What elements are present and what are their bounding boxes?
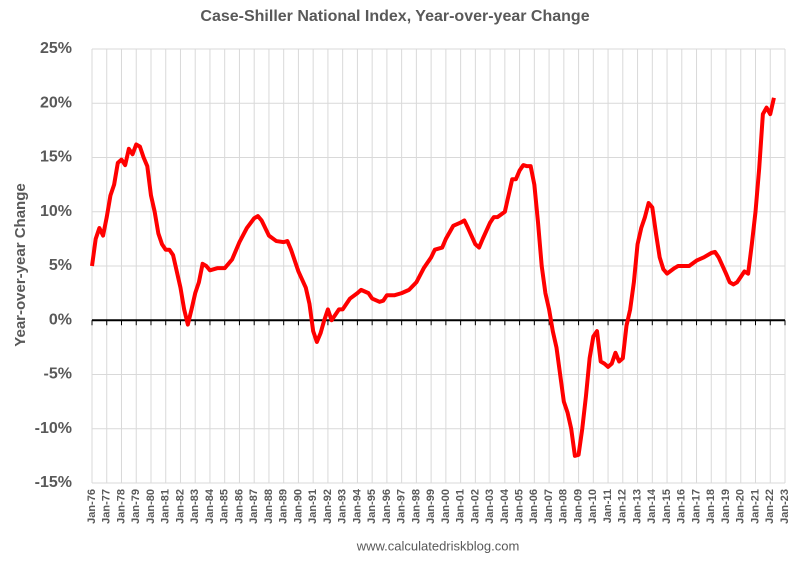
x-tick-label: Jan-18 [705,489,717,524]
x-tick-label: Jan-07 [543,489,555,524]
x-tick-label: Jan-23 [779,489,791,524]
x-tick-label: Jan-09 [572,489,584,524]
x-tick-label: Jan-79 [130,489,142,524]
y-tick-label: 25% [40,40,72,57]
x-tick-label: Jan-10 [587,489,599,524]
x-tick-label: Jan-14 [646,488,658,524]
y-tick-label: 0% [49,311,72,328]
x-tick-label: Jan-15 [661,489,673,524]
x-tick-label: Jan-88 [263,489,275,524]
x-tick-label: Jan-11 [602,489,614,523]
x-tick-label: Jan-85 [219,489,231,524]
y-tick-label: 15% [40,149,72,166]
x-tick-label: Jan-08 [558,489,570,524]
chart-title: Case-Shiller National Index, Year-over-y… [200,8,589,25]
x-tick-label: Jan-83 [189,489,201,524]
x-tick-label: Jan-87 [248,489,260,524]
y-tick-label: -10% [35,420,72,437]
x-tick-label: Jan-91 [307,489,319,524]
x-tick-label: Jan-95 [366,489,378,524]
x-tick-label: Jan-20 [735,489,747,524]
x-tick-label: Jan-01 [455,489,467,524]
x-tick-label: Jan-98 [410,489,422,524]
source: www.calculatedriskblog.com [356,538,520,553]
x-tick-label: Jan-96 [381,489,393,524]
x-tick-label: Jan-12 [617,489,629,524]
x-tick-label: Jan-82 [174,489,186,524]
x-tick-label: Jan-77 [101,489,113,524]
x-tick-label: Jan-00 [440,489,452,524]
x-tick-label: Jan-78 [115,489,127,524]
y-tick-label: -15% [35,474,72,491]
x-tick-label: Jan-19 [720,489,732,524]
x-tick-label: Jan-80 [145,489,157,524]
x-tick-label: Jan-06 [528,489,540,524]
x-tick-label: Jan-05 [514,489,526,524]
y-tick-label: 5% [49,257,72,274]
x-tick-label: Jan-22 [764,489,776,524]
y-axis-label: Year-over-year Change [12,183,29,346]
x-tick-label: Jan-13 [631,489,643,524]
x-tick-label: Jan-16 [676,489,688,524]
y-tick-label: 10% [40,203,72,220]
x-tick-label: Jan-90 [292,489,304,524]
x-tick-label: Jan-89 [278,489,290,524]
data-line [90,97,776,458]
x-tick-label: Jan-86 [233,489,245,524]
y-tick-label: 20% [40,94,72,111]
x-tick-label: Jan-02 [469,489,481,524]
x-tick-label: Jan-93 [337,489,349,524]
x-tick-label: Jan-92 [322,489,334,524]
x-tick-label: Jan-76 [86,489,98,524]
x-tick-label: Jan-21 [749,489,761,524]
x-tick-label: Jan-94 [351,488,363,524]
x-tick-label: Jan-81 [160,489,172,524]
x-tick-label: Jan-99 [425,489,437,524]
x-tick-label: Jan-03 [484,489,496,524]
x-tick-label: Jan-84 [204,488,216,524]
x-tick-label: Jan-04 [499,488,511,524]
x-tick-label: Jan-97 [396,489,408,524]
y-tick-label: -5% [44,366,72,383]
x-tick-label: Jan-17 [690,489,702,524]
